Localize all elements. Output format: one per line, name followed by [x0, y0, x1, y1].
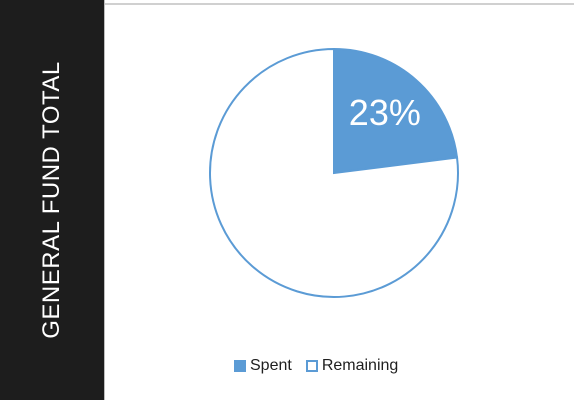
pie-chart: 23%: [209, 47, 459, 298]
legend-label-remaining: Remaining: [321, 357, 399, 374]
legend-label-spent: Spent: [250, 357, 292, 374]
pie-slice-remaining: [209, 47, 459, 298]
pie-slice-spent: [333, 47, 459, 175]
legend-item-remaining: Remaining: [305, 357, 399, 375]
legend-item-spent: Spent: [234, 357, 292, 375]
legend: Spent Remaining: [234, 356, 412, 376]
data-label-spent: 23%: [349, 92, 421, 133]
legend-swatch-spent: [234, 360, 246, 372]
legend-swatch-remaining: [305, 360, 318, 372]
top-divider: [105, 3, 574, 5]
pie-group: 23%: [209, 47, 459, 298]
chart-title: GENERAL FUND TOTAL: [38, 61, 65, 339]
sidebar: GENERAL FUND TOTAL: [0, 0, 105, 400]
